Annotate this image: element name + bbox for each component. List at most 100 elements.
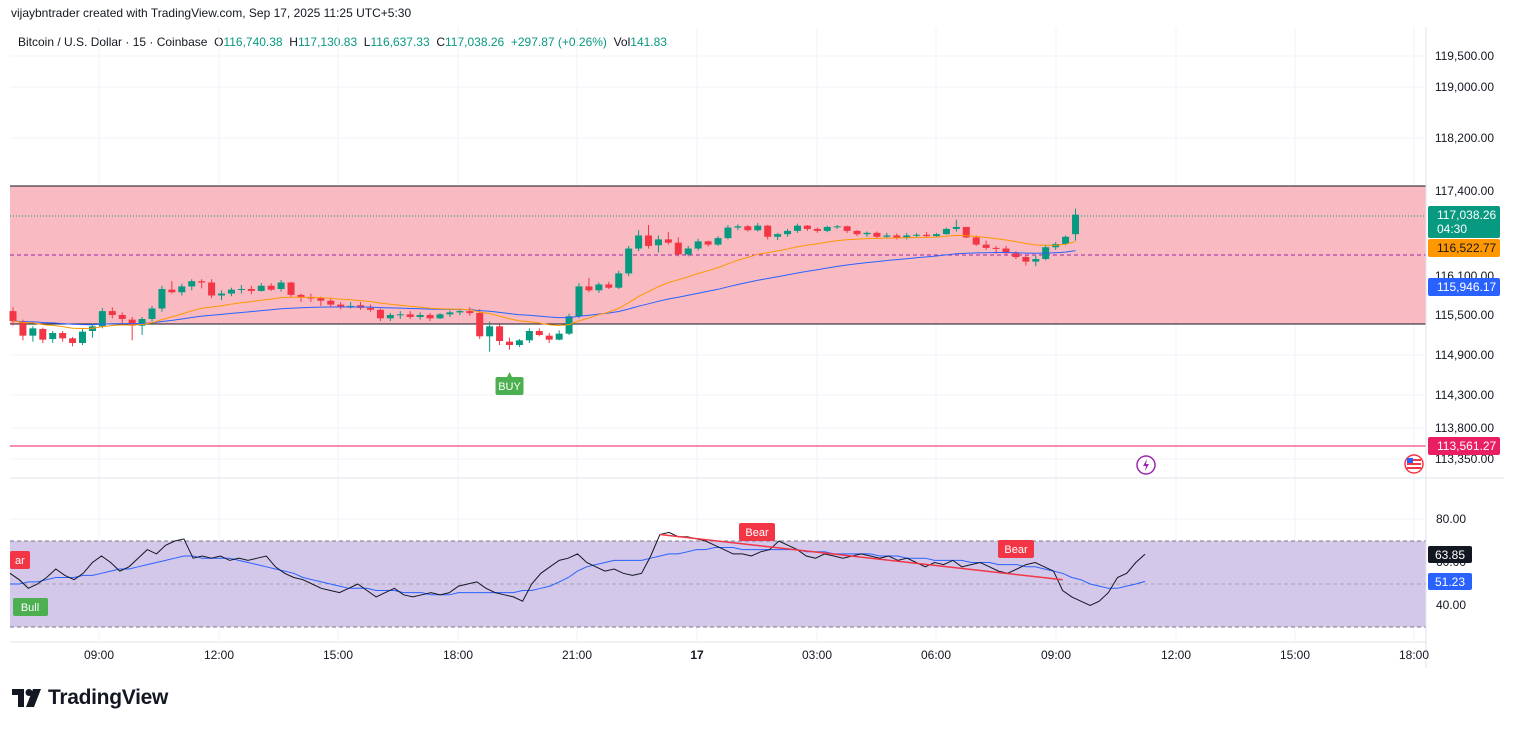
bear-label-box <box>998 540 1034 558</box>
candle-body <box>833 226 841 228</box>
candle-body <box>674 242 682 255</box>
candle-body <box>506 341 513 345</box>
last-price-badge: 117,038.26 04:30 <box>1428 206 1500 238</box>
candle-body <box>744 226 752 231</box>
candle-body <box>79 331 87 343</box>
candle-body <box>376 309 384 319</box>
rsi-tick-label: 40.00 <box>1436 598 1466 612</box>
candle-body <box>595 284 603 291</box>
candle-body <box>267 285 275 290</box>
time-tick-label: 17 <box>690 648 704 662</box>
symbol-name[interactable]: Bitcoin / U.S. Dollar · 15 · Coinbase <box>18 35 208 49</box>
bear-label-box <box>10 551 30 569</box>
price-tick-label: 119,000.00 <box>1435 80 1494 94</box>
candle-body <box>585 286 593 291</box>
bear-label-box <box>739 523 775 541</box>
ema-slow-value: 115,946.17 <box>1437 280 1496 294</box>
bear-label: Bear <box>1004 544 1028 556</box>
candle-body <box>913 234 921 236</box>
candle-body <box>446 312 454 315</box>
tradingview-logo-icon <box>12 689 41 707</box>
candle-body <box>843 226 851 231</box>
bear-label-partial: ar <box>15 555 25 567</box>
tradingview-logo[interactable]: TradingView <box>12 686 168 710</box>
candle-body <box>1022 257 1030 262</box>
candle-body <box>49 333 57 339</box>
candle-body <box>615 273 623 288</box>
lightning-event-icon[interactable] <box>1136 455 1156 475</box>
candle-body <box>98 311 106 327</box>
candle-body <box>227 289 235 294</box>
support-value: 113,561.27 <box>1437 439 1496 453</box>
candle-body <box>635 235 643 249</box>
candle-body <box>426 315 434 319</box>
candle-body <box>198 281 206 283</box>
candle-body <box>158 289 166 309</box>
candle-body <box>466 311 474 314</box>
symbol-legend: Bitcoin / U.S. Dollar · 15 · Coinbase O1… <box>18 35 667 49</box>
candle-body <box>605 284 613 288</box>
buy-label-box <box>495 377 524 395</box>
price-tick-label: 114,900.00 <box>1435 348 1494 362</box>
candle-body <box>813 228 821 231</box>
bear-marker-left[interactable]: ar <box>10 551 30 569</box>
candle-body <box>545 335 553 340</box>
bear-marker-2[interactable]: Bear <box>998 540 1034 558</box>
price-axis: 119,500.00 119,000.00 118,200.00 117,400.00… <box>1435 49 1494 466</box>
candle-body <box>535 331 543 335</box>
volume-value: 141.83 <box>630 35 667 49</box>
low-value: 116,637.33 <box>370 35 430 49</box>
candle-body <box>257 285 265 291</box>
candle-body <box>188 281 196 287</box>
candle-body <box>128 319 136 326</box>
candle-body <box>237 289 245 290</box>
candle-body <box>942 228 950 235</box>
candle-body <box>823 226 831 231</box>
candle-body <box>962 226 970 238</box>
candle-body <box>277 282 285 289</box>
bull-marker[interactable]: Bull <box>13 598 48 616</box>
price-tick-label: 117,400.00 <box>1435 184 1494 198</box>
candle-body <box>575 286 583 317</box>
candle-body <box>108 311 116 315</box>
buy-label: BUY <box>498 381 521 393</box>
candle-body <box>287 282 295 295</box>
candle-body <box>972 237 980 245</box>
close-label: C <box>436 35 445 49</box>
candle-body <box>684 248 692 255</box>
candle-body <box>992 247 1000 249</box>
candle-body <box>337 304 345 308</box>
candle-body <box>1002 248 1010 254</box>
time-tick-label: 18:00 <box>1399 648 1429 662</box>
candle-body <box>1012 253 1020 258</box>
us-flag-icon[interactable] <box>1404 454 1424 474</box>
candle-body <box>9 311 17 321</box>
candle-body <box>416 315 424 317</box>
candle-body <box>1072 214 1080 235</box>
buy-signal-marker[interactable]: BUY <box>495 372 524 395</box>
price-tick-label: 119,500.00 <box>1435 49 1494 63</box>
ema-fast-line <box>12 234 1076 330</box>
high-value: 117,130.83 <box>297 35 358 49</box>
candle-body <box>39 329 47 340</box>
rsi-line <box>9 531 1146 607</box>
ema-fast-value: 116,522.77 <box>1437 241 1496 255</box>
candle-body <box>784 230 792 235</box>
time-tick-label: 12:00 <box>204 648 234 662</box>
time-tick-label: 03:00 <box>802 648 832 662</box>
candle-body <box>19 321 27 336</box>
rsi-ma-line <box>10 547 1146 596</box>
candle-body <box>218 293 226 296</box>
candle-body <box>496 326 504 341</box>
candle-body <box>714 238 722 245</box>
price-tick-label: 115,500.00 <box>1435 308 1494 322</box>
candle-body <box>307 297 315 299</box>
tradingview-brand: TradingView <box>48 686 169 709</box>
bear-marker-1[interactable]: Bear <box>739 523 775 541</box>
last-price-value: 117,038.26 <box>1437 208 1496 222</box>
candle-body <box>138 319 146 326</box>
ema-fast-badge: 116,522.77 <box>1428 239 1500 257</box>
candle-body <box>645 235 653 246</box>
candle-body <box>883 235 891 237</box>
